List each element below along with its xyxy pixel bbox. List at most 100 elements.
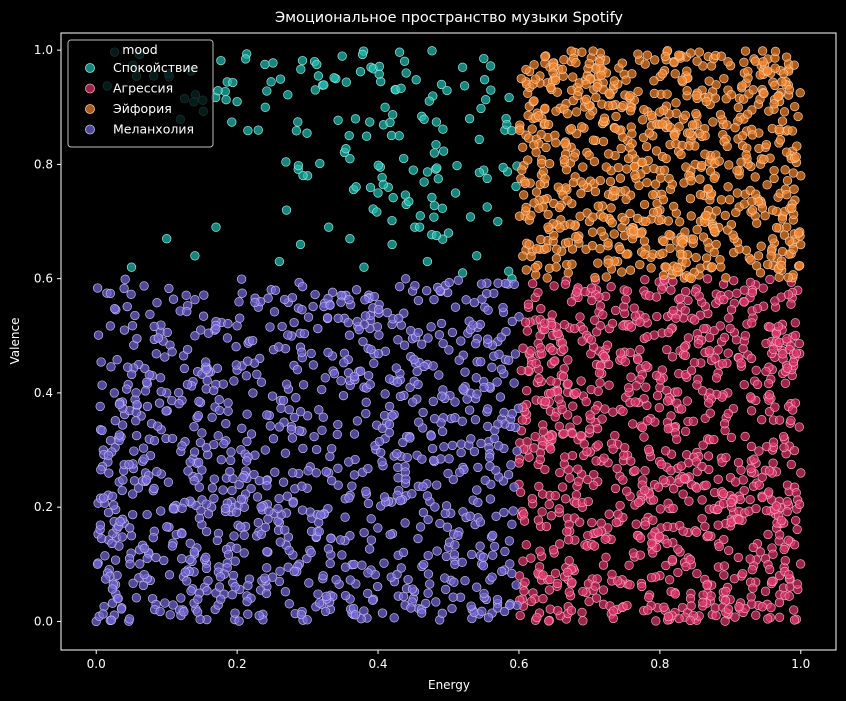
x-tick-label: 0.6 [509,657,528,671]
data-point [761,366,771,377]
data-point [769,99,779,109]
data-point [644,592,654,603]
data-point [284,545,294,556]
legend: mood СпокойствиеАгрессияЭйфорияМеланхоли… [67,39,214,148]
data-point [640,520,650,530]
data-point [540,103,550,113]
data-point [555,467,565,478]
data-point [711,373,722,383]
data-point [293,117,303,127]
data-point [417,608,427,618]
data-point [598,560,609,570]
data-point [511,580,521,590]
data-point [384,401,395,412]
data-point [604,509,614,519]
data-point [355,67,366,77]
data-point [535,179,545,190]
data-point [501,326,511,337]
data-point [615,244,625,255]
data-point [450,397,460,407]
data-point [213,86,223,96]
data-point [306,547,316,558]
data-point [164,283,174,294]
data-point [138,580,149,591]
data-point [598,585,609,595]
data-point [699,323,709,334]
data-point [287,433,298,443]
data-point [468,320,478,330]
data-point [155,606,165,617]
data-point [534,481,544,492]
data-point [558,371,569,382]
data-point [398,547,409,558]
data-point [551,138,561,148]
data-point [361,486,371,496]
data-point [752,379,763,390]
data-point [432,163,442,173]
data-point [265,322,275,332]
data-point [467,549,477,560]
data-point [415,522,426,532]
data-point [635,345,645,355]
data-point [299,328,310,339]
data-point [426,431,436,441]
data-point [428,455,439,466]
data-point [765,564,775,575]
data-point [382,307,392,318]
data-point [533,515,544,525]
data-point [596,70,606,80]
data-point [475,517,486,527]
data-point [194,396,204,407]
data-point [440,508,450,519]
data-point [746,463,756,473]
data-point [780,555,790,566]
data-point [197,428,207,438]
data-point [576,177,586,187]
data-point [564,556,574,566]
data-point [250,297,260,308]
data-point [500,278,511,289]
data-point [494,349,504,359]
data-point [227,485,237,496]
data-point [263,293,273,303]
data-point [784,569,794,580]
data-point [617,58,627,68]
data-point [376,447,386,458]
data-point [414,222,425,232]
data-point [695,174,705,184]
data-point [613,162,624,173]
data-point [484,452,495,462]
data-point [152,298,162,308]
y-tick-label: 0.6 [34,272,53,286]
data-point [681,286,691,297]
data-point [754,446,764,456]
data-point [262,481,272,491]
plot-frame [60,32,837,651]
data-point [142,553,152,564]
data-point [682,66,692,76]
series-group [102,46,522,284]
data-point [552,578,563,589]
data-point [324,222,334,232]
data-point [709,434,719,445]
data-point [365,117,375,127]
data-point [618,406,628,416]
data-point [199,290,209,300]
data-point [552,87,562,97]
data-point [438,146,449,156]
data-point [333,480,343,490]
data-point [590,272,600,283]
legend-marker [85,124,95,135]
data-point [297,305,307,315]
data-point [282,491,293,501]
data-point [237,423,247,433]
data-point [639,432,649,442]
data-point [694,47,704,57]
data-point [568,401,578,411]
data-point [759,88,769,99]
data-point [790,318,800,328]
data-point [487,362,497,372]
data-point [587,227,598,237]
data-point [132,333,142,344]
data-point [677,140,687,151]
